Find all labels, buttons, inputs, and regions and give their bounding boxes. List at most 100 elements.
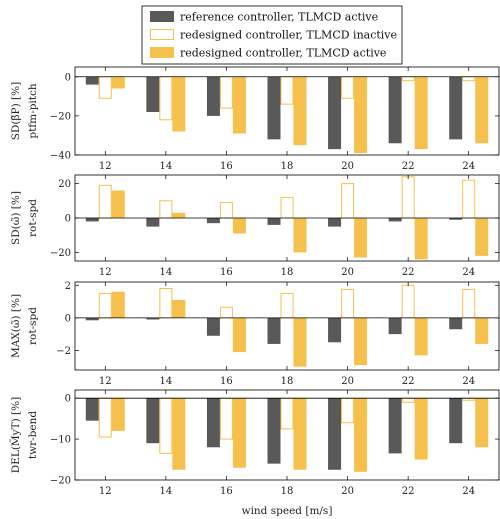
x-tick-label: 14 (159, 267, 172, 278)
bar-reference-active-24 (449, 398, 463, 444)
bar-redesigned-active-18 (293, 398, 307, 470)
bar-redesigned-inactive-12 (98, 292, 112, 319)
bar-redesigned-inactive-12 (98, 76, 112, 99)
x-tick-label: 18 (281, 161, 294, 172)
y-axis-sublabel: rot-spd (27, 307, 39, 345)
y-axis-label: DEL(M̃yT) [%] (9, 397, 22, 473)
x-tick-label: 24 (462, 376, 475, 387)
legend-label-redesigned-inactive: redesigned controller, TLMCD inactive (180, 29, 397, 42)
panel-rot-spd-sd: 20 0 −20 12 14 16 18 20 22 24 SD(ω̃) [%] rot-spd (10, 174, 500, 278)
x-tick-label: 14 (159, 376, 172, 387)
panel-ptfm-pitch: 0 −20 −40 12 14 16 18 20 22 24 SD(β̃P) [%] ptfm-pit… (10, 66, 500, 172)
bar-redesigned-inactive-16 (219, 397, 233, 440)
x-tick-label: 20 (341, 161, 354, 172)
bar-redesigned-active-12 (111, 291, 125, 318)
bar-reference-active-20 (328, 398, 342, 470)
bar-reference-active-22 (388, 398, 402, 454)
bar-redesigned-inactive-20 (341, 288, 355, 319)
bar-reference-active-16 (206, 76, 220, 116)
bar-redesigned-active-14 (172, 398, 186, 470)
bar-reference-active-14 (146, 398, 160, 444)
bar-reference-active-14 (146, 317, 160, 320)
bar-redesigned-inactive-14 (159, 200, 173, 219)
bar-redesigned-active-24 (475, 76, 489, 144)
bar-reference-active-12 (85, 317, 99, 321)
y-tick-label: 0 (65, 394, 71, 405)
y-tick-label: −2 (56, 346, 71, 357)
y-axis-label: MAX(ω̃) [%] (10, 294, 22, 358)
bar-reference-active-22 (388, 218, 402, 222)
bar-redesigned-active-22 (414, 317, 428, 356)
bar-redesigned-active-20 (354, 317, 368, 366)
bar-reference-active-20 (328, 218, 342, 227)
legend-label-redesigned-active: redesigned controller, TLMCD active (180, 47, 386, 60)
bar-reference-active-14 (146, 76, 160, 112)
bar-redesigned-inactive-14 (159, 76, 173, 121)
bar-redesigned-inactive-20 (341, 76, 355, 99)
bar-redesigned-active-24 (475, 398, 489, 448)
x-tick-label: 12 (99, 267, 112, 278)
bar-reference-active-14 (146, 218, 160, 227)
bar-reference-active-12 (85, 398, 99, 421)
bar-redesigned-active-14 (172, 212, 186, 218)
x-tick-label: 18 (281, 486, 294, 497)
bar-reference-active-18 (267, 76, 281, 140)
bar-redesigned-inactive-22 (401, 284, 415, 319)
bar-redesigned-active-22 (414, 398, 428, 460)
x-tick-label: 18 (281, 267, 294, 278)
x-tick-label: 24 (462, 161, 475, 172)
x-tick-label: 20 (341, 486, 354, 497)
bar-redesigned-active-14 (172, 299, 186, 318)
bar-redesigned-active-18 (293, 76, 307, 146)
bar-reference-active-12 (85, 76, 99, 85)
bar-redesigned-active-12 (111, 190, 125, 218)
bar-redesigned-inactive-12 (98, 397, 112, 438)
y-tick-label: 0 (65, 214, 71, 225)
bar-redesigned-inactive-14 (159, 397, 173, 454)
y-axis-sublabel: twr-bend (27, 411, 39, 459)
y-tick-label: −40 (50, 151, 71, 162)
bar-reference-active-16 (206, 398, 220, 448)
bar-redesigned-active-20 (354, 398, 368, 472)
y-axis-label: SD(ω̃) [%] (10, 191, 22, 245)
bar-redesigned-active-16 (232, 398, 246, 468)
bar-redesigned-active-20 (354, 218, 368, 258)
bar-redesigned-active-24 (475, 218, 489, 256)
y-tick-label: −20 (50, 111, 71, 122)
bar-redesigned-inactive-16 (219, 202, 233, 219)
bar-redesigned-inactive-16 (219, 306, 233, 319)
bar-reference-active-12 (85, 218, 99, 222)
bar-redesigned-active-16 (232, 76, 246, 134)
y-tick-label: 2 (65, 281, 71, 292)
bar-redesigned-active-22 (414, 218, 428, 260)
x-tick-label: 18 (281, 376, 294, 387)
x-tick-label: 22 (402, 376, 415, 387)
x-tick-label: 24 (462, 486, 475, 497)
bar-redesigned-inactive-18 (280, 292, 294, 319)
bar-reference-active-16 (206, 317, 220, 336)
y-axis-label: SD(β̃P) [%] (10, 82, 22, 140)
x-tick-label: 22 (402, 267, 415, 278)
x-tick-label: 12 (99, 376, 112, 387)
y-axis-sublabel: ptfm-pitch (27, 83, 39, 139)
bar-redesigned-inactive-22 (401, 76, 415, 82)
bar-redesigned-inactive-22 (401, 176, 415, 219)
bar-reference-active-20 (328, 76, 342, 150)
x-tick-label: 16 (220, 376, 233, 387)
x-tick-label: 12 (99, 486, 112, 497)
y-tick-label: 0 (65, 72, 71, 83)
legend-label-reference-active: reference controller, TLMCD active (180, 11, 378, 24)
y-tick-label: −20 (50, 476, 71, 487)
bar-redesigned-inactive-18 (280, 76, 294, 105)
bar-redesigned-active-12 (111, 76, 125, 89)
bar-redesigned-inactive-18 (280, 196, 294, 219)
legend-swatch-redesigned-active (150, 47, 174, 58)
bar-redesigned-inactive-24 (462, 288, 476, 319)
y-tick-label: −10 (50, 435, 71, 446)
bar-redesigned-active-22 (414, 76, 428, 150)
legend-swatch-reference-active (150, 11, 174, 22)
x-tick-label: 16 (220, 161, 233, 172)
bar-reference-active-24 (449, 317, 463, 330)
bar-reference-active-24 (449, 76, 463, 140)
